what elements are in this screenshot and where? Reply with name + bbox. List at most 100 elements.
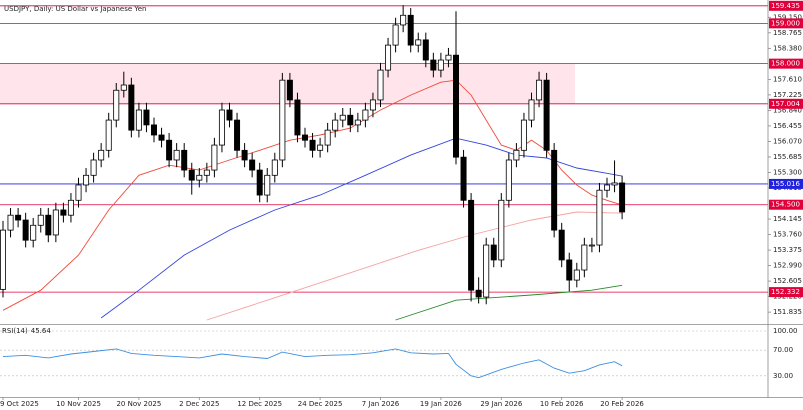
candle-body bbox=[543, 79, 550, 151]
candle-body bbox=[551, 149, 558, 231]
x-tick-label: 2 Dec 2025 bbox=[179, 400, 219, 408]
moving-average bbox=[100, 137, 623, 319]
candle-body bbox=[60, 209, 67, 216]
candle-body bbox=[120, 84, 127, 91]
candle-body bbox=[347, 114, 354, 126]
level-tag bbox=[769, 98, 803, 109]
candle-body bbox=[362, 109, 369, 121]
candle-body bbox=[332, 119, 339, 131]
candle-body bbox=[158, 134, 165, 141]
candle-body bbox=[67, 199, 74, 216]
candle-body bbox=[369, 99, 376, 111]
candle-body bbox=[90, 159, 97, 176]
rsi-last-value: 45.64 bbox=[31, 327, 52, 335]
candle-body bbox=[566, 259, 573, 281]
candle-body bbox=[128, 84, 135, 131]
level-label: 158.000 bbox=[771, 60, 800, 68]
y-tick-label: 153.375 bbox=[773, 246, 802, 254]
y-tick-label: 155.300 bbox=[773, 168, 802, 176]
candle-body bbox=[385, 44, 392, 71]
price-panel bbox=[0, 5, 768, 321]
candle-body bbox=[468, 199, 475, 291]
candle-body bbox=[113, 89, 120, 121]
candle-body bbox=[528, 99, 535, 121]
candle-body bbox=[400, 14, 407, 26]
candle-body bbox=[173, 149, 180, 161]
x-tick-label: 9 Oct 2025 bbox=[0, 400, 39, 408]
candle-body bbox=[271, 159, 278, 176]
rsi-line bbox=[2, 348, 623, 379]
candle-body bbox=[7, 214, 14, 231]
candle-body bbox=[536, 79, 543, 101]
candle-body bbox=[422, 39, 429, 61]
candle-body bbox=[490, 244, 497, 261]
candle-body bbox=[588, 244, 595, 247]
y-tick-label: 157.610 bbox=[773, 75, 802, 83]
x-tick-label: 29 Jan 2026 bbox=[480, 400, 523, 408]
candle-body bbox=[166, 139, 173, 161]
y-tick-label: 158.380 bbox=[773, 44, 802, 52]
candle-body bbox=[241, 149, 248, 161]
rsi-tick-label: 100.00 bbox=[773, 327, 798, 335]
level-label: 154.500 bbox=[771, 201, 800, 209]
candle-body bbox=[339, 114, 346, 121]
candle-body bbox=[377, 69, 384, 101]
candle-body bbox=[105, 119, 112, 151]
candle-body bbox=[188, 169, 195, 181]
y-tick-label: 153.760 bbox=[773, 231, 802, 239]
candle-body bbox=[75, 184, 82, 201]
candle-body bbox=[256, 169, 263, 196]
level-tag bbox=[769, 178, 803, 189]
candle-body bbox=[211, 144, 218, 171]
level-tag bbox=[769, 0, 803, 11]
candle-body bbox=[520, 119, 527, 151]
candle-body bbox=[181, 149, 188, 171]
candle-body bbox=[286, 79, 293, 101]
x-tick-label: 10 Nov 2025 bbox=[56, 400, 101, 408]
candle-body bbox=[37, 214, 44, 226]
candle-body bbox=[437, 59, 444, 71]
x-tick-label: 7 Jan 2026 bbox=[362, 400, 400, 408]
candle-body bbox=[83, 174, 90, 186]
moving-average bbox=[395, 284, 623, 321]
y-tick-label: 159.150 bbox=[773, 13, 802, 21]
y-tick-label: 158.765 bbox=[773, 29, 802, 37]
level-label: 155.016 bbox=[771, 180, 800, 188]
candle-body bbox=[22, 219, 29, 241]
x-tick-label: 19 Jan 2026 bbox=[420, 400, 463, 408]
candle-body bbox=[392, 24, 399, 46]
candle-body bbox=[279, 79, 286, 161]
candle-body bbox=[15, 214, 22, 221]
y-tick-label: 151.835 bbox=[773, 308, 802, 316]
candle-body bbox=[415, 39, 422, 46]
level-label: 152.332 bbox=[771, 288, 800, 296]
moving-average bbox=[206, 211, 623, 321]
candle-body bbox=[52, 209, 59, 236]
candle-body bbox=[150, 124, 157, 136]
candle-body bbox=[30, 224, 37, 241]
candle-body bbox=[196, 174, 203, 181]
candle-body bbox=[573, 269, 580, 281]
level-tag bbox=[769, 287, 803, 298]
y-tick-label: 152.990 bbox=[773, 262, 802, 270]
candle-body bbox=[483, 244, 490, 298]
candle-body bbox=[143, 109, 150, 126]
candle-body bbox=[445, 54, 452, 61]
candle-body bbox=[45, 214, 52, 236]
candle-body bbox=[294, 99, 301, 136]
y-tick-label: 156.455 bbox=[773, 122, 802, 130]
candle-body bbox=[498, 199, 505, 261]
candle-body bbox=[581, 244, 588, 271]
x-tick-label: 20 Nov 2025 bbox=[116, 400, 161, 408]
x-tick-label: 24 Dec 2025 bbox=[298, 400, 343, 408]
candle-body bbox=[317, 144, 324, 151]
candle-body bbox=[452, 54, 459, 158]
candle-body bbox=[407, 14, 414, 46]
rsi-name: RSI(14) bbox=[2, 327, 28, 335]
x-tick-label: 10 Feb 2026 bbox=[540, 400, 584, 408]
candle-body bbox=[234, 119, 241, 151]
candle-body bbox=[226, 109, 233, 121]
candle-body bbox=[596, 189, 603, 246]
